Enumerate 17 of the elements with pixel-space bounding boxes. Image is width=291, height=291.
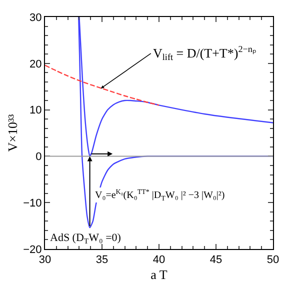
x-tick-label: 45: [210, 254, 222, 266]
x-tick-label: 35: [96, 254, 108, 266]
annotation: V$_{lift}$ = D/(T+T*)$^{2−nₚ}$: [153, 44, 256, 62]
annotation: AdS (D$_{T}$W₀ =0): [50, 232, 122, 246]
y-tick-label: 30: [30, 12, 42, 24]
annotation: V₀=e$^{K₀}$(K₀$^{TT*}$ |D$_{T}$W₀ |² −3 |W₀|²): [95, 188, 225, 202]
y-tick-label: 20: [30, 58, 42, 70]
x-tick-label: 30: [38, 254, 52, 266]
x-tick-label: 50: [266, 254, 280, 266]
y-tick-label: 10: [30, 104, 42, 117]
y-tick-label: −10: [23, 197, 42, 210]
x-axis-title: a T: [150, 266, 168, 282]
line-series: [45, 64, 160, 106]
y-axis-title: V×10³³: [5, 114, 20, 152]
x-tick-label: 40: [152, 254, 166, 266]
y-tick-label: −20: [23, 244, 42, 256]
y-tick-label: 0: [36, 151, 42, 164]
